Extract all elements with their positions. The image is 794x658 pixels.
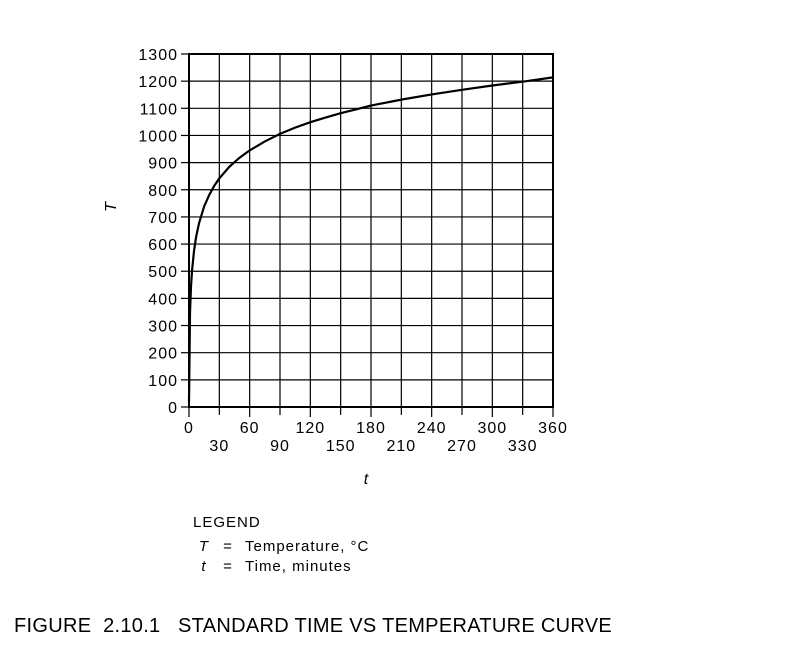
x-tick-label: 180 xyxy=(356,420,386,437)
legend-symbol: t xyxy=(201,558,207,575)
y-tick-label: 200 xyxy=(148,346,178,363)
x-tick-label: 90 xyxy=(270,438,290,455)
y-tick-label: 900 xyxy=(148,156,178,173)
y-tick-label: 300 xyxy=(148,319,178,336)
x-tick-label: 300 xyxy=(477,420,507,437)
x-tick-label: 0 xyxy=(184,420,194,437)
temperature-curve xyxy=(187,76,554,402)
legend-symbol: T xyxy=(198,538,210,555)
y-tick-label: 1300 xyxy=(138,47,178,64)
x-tick-label: 270 xyxy=(447,438,477,455)
y-tick-label: 500 xyxy=(148,264,178,281)
legend-description: Temperature, °C xyxy=(245,538,370,555)
grid-lines xyxy=(189,54,553,407)
x-tick-label: 120 xyxy=(295,420,325,437)
x-tick-label: 240 xyxy=(417,420,447,437)
y-tick-label: 600 xyxy=(148,237,178,254)
y-tick-label: 1100 xyxy=(140,101,178,118)
y-axis-label: T xyxy=(103,201,120,212)
x-tick-label: 360 xyxy=(538,420,568,437)
legend-equals: = xyxy=(223,538,233,555)
y-tick-label: 100 xyxy=(148,373,178,390)
legend-item-temperature: T = Temperature, °C xyxy=(193,537,369,557)
legend-title: LEGEND xyxy=(193,514,261,531)
x-tick-label: 30 xyxy=(209,438,229,455)
y-tick-label: 700 xyxy=(148,210,178,227)
y-tick-label: 400 xyxy=(148,291,178,308)
y-tick-label: 0 xyxy=(168,400,178,417)
y-tick-label: 800 xyxy=(148,183,178,200)
axis-ticks: 0100200300400500600700800900100011001200… xyxy=(138,47,568,455)
legend-item-time: t = Time, minutes xyxy=(193,557,369,577)
y-tick-label: 1200 xyxy=(138,74,178,91)
y-tick-label: 1000 xyxy=(138,128,178,145)
x-tick-label: 210 xyxy=(386,438,416,455)
legend-description: Time, minutes xyxy=(245,558,352,575)
legend-equals: = xyxy=(223,558,233,575)
x-axis-label: t xyxy=(364,471,369,488)
legend: LEGEND T = Temperature, °C t = Time, min… xyxy=(193,513,369,577)
x-tick-label: 150 xyxy=(326,438,356,455)
x-tick-label: 330 xyxy=(508,438,538,455)
figure-caption: FIGURE 2.10.1 STANDARD TIME VS TEMPERATU… xyxy=(14,615,613,637)
x-tick-label: 60 xyxy=(240,420,260,437)
